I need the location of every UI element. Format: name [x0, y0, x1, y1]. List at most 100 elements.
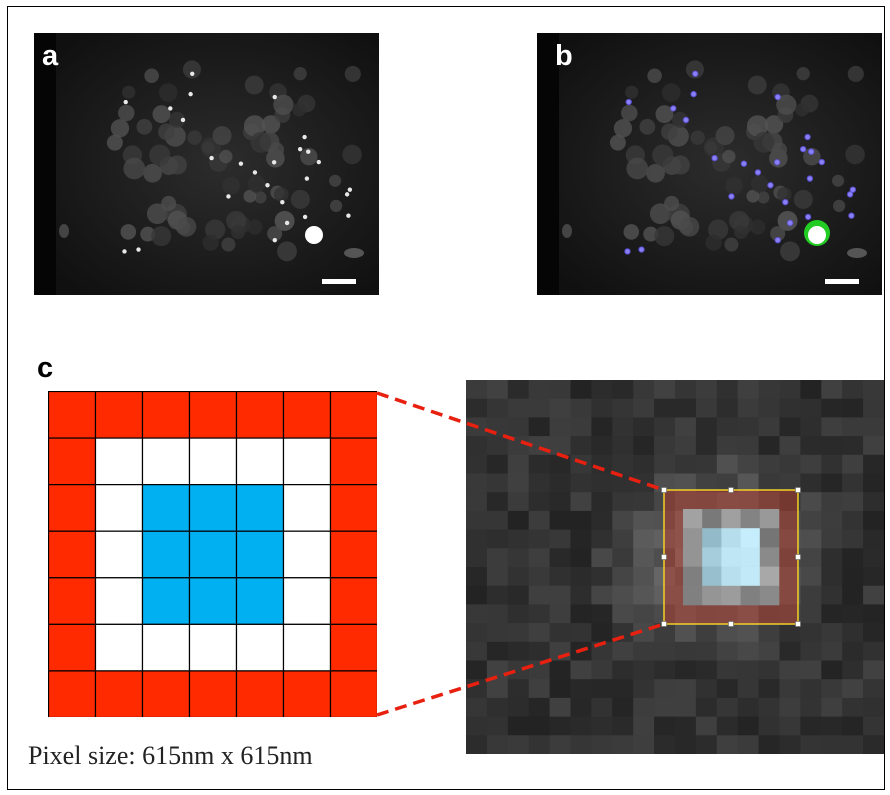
image-pixel: [633, 529, 655, 549]
roi-pixel: [740, 585, 761, 606]
roi-handle: [661, 487, 667, 493]
grid-cell-white: [141, 437, 191, 486]
image-pixel: [842, 660, 864, 680]
image-pixel: [716, 679, 739, 699]
marked-spot: [670, 105, 677, 112]
cell-body: [176, 216, 197, 237]
cell-body: [777, 210, 798, 231]
image-pixel: [507, 454, 530, 474]
image-pixel: [737, 623, 760, 643]
image-pixel: [695, 641, 718, 661]
image-pixel: [654, 567, 676, 587]
image-pixel: [779, 716, 801, 736]
roi-pixel: [759, 509, 780, 529]
roi-pixel: [721, 585, 741, 606]
roi-handle: [728, 621, 734, 627]
image-pixel: [612, 436, 634, 456]
image-pixel: [612, 454, 634, 474]
image-pixel: [758, 641, 780, 661]
image-pixel: [695, 604, 718, 624]
image-pixel: [716, 641, 739, 661]
image-pixel: [675, 380, 697, 400]
image-pixel: [695, 398, 718, 418]
micrograph-a-image: [34, 33, 379, 295]
image-pixel: [591, 454, 613, 474]
roi-pixel: [702, 528, 722, 548]
image-pixel: [591, 716, 613, 736]
marked-spot: [808, 148, 815, 155]
cell-body: [247, 219, 263, 235]
image-pixel: [800, 567, 822, 587]
image-pixel: [528, 641, 551, 661]
cell-body: [212, 126, 232, 146]
roi-handle: [728, 487, 734, 493]
image-pixel: [842, 417, 864, 437]
cell-body: [202, 234, 219, 251]
grid-cell-red: [329, 437, 377, 486]
image-pixel: [570, 716, 592, 736]
image-pixel: [633, 398, 655, 418]
image-pixel: [549, 454, 571, 474]
image-pixel: [863, 380, 884, 400]
image-pixel: [779, 679, 801, 699]
image-pixel: [528, 492, 551, 512]
image-pixel: [675, 436, 697, 456]
grid-cell-red: [94, 391, 144, 439]
cell-body: [202, 141, 215, 154]
image-pixel: [633, 454, 655, 474]
image-pixel: [737, 417, 760, 437]
image-pixel: [821, 473, 843, 493]
cell-body: [300, 147, 318, 166]
cell-body: [344, 65, 361, 83]
image-pixel: [612, 529, 634, 549]
image-pixel: [842, 604, 864, 624]
image-pixel: [633, 417, 655, 437]
image-pixel: [821, 529, 843, 549]
roi-pixel: [683, 509, 703, 529]
image-pixel: [842, 641, 864, 661]
cell-body: [652, 144, 674, 166]
cell-body: [729, 210, 750, 231]
image-pixel: [821, 510, 843, 531]
cell-body: [661, 123, 678, 141]
cell-body: [776, 94, 797, 115]
roi-pixel: [721, 528, 741, 548]
image-pixel: [612, 735, 634, 754]
grid-cell-red: [48, 530, 97, 579]
cell-body: [609, 134, 626, 151]
cell-body: [757, 191, 770, 204]
image-pixel: [654, 529, 676, 549]
image-pixel: [591, 697, 613, 718]
image-pixel: [800, 380, 822, 400]
image-pixel: [486, 380, 509, 400]
image-pixel: [549, 679, 571, 699]
image-pixel: [486, 623, 509, 643]
cell-body: [152, 105, 171, 124]
cell-body: [226, 210, 247, 231]
cell-body: [655, 105, 674, 124]
cell-body: [753, 131, 775, 153]
roi-pixel: [683, 528, 703, 548]
cell-body: [690, 130, 705, 145]
cell-body: [795, 102, 809, 117]
fluorescent-spot: [123, 99, 128, 105]
image-pixel: [466, 585, 488, 605]
cell-body: [780, 241, 800, 262]
image-pixel: [466, 567, 488, 587]
image-pixel: [591, 380, 613, 400]
image-pixel: [528, 623, 551, 643]
cell-body: [267, 226, 283, 242]
image-pixel: [633, 735, 655, 754]
image-pixel: [716, 417, 739, 437]
cell-body: [803, 147, 821, 166]
image-pixel: [549, 529, 571, 549]
cell-body: [649, 203, 671, 225]
grid-cell-white: [282, 484, 332, 532]
image-pixel: [549, 492, 571, 512]
image-pixel: [633, 567, 655, 587]
image-pixel: [612, 492, 634, 512]
image-pixel: [633, 697, 655, 718]
cell-body: [161, 195, 177, 211]
image-pixel: [570, 473, 592, 493]
grid-cell-blue: [235, 577, 285, 625]
